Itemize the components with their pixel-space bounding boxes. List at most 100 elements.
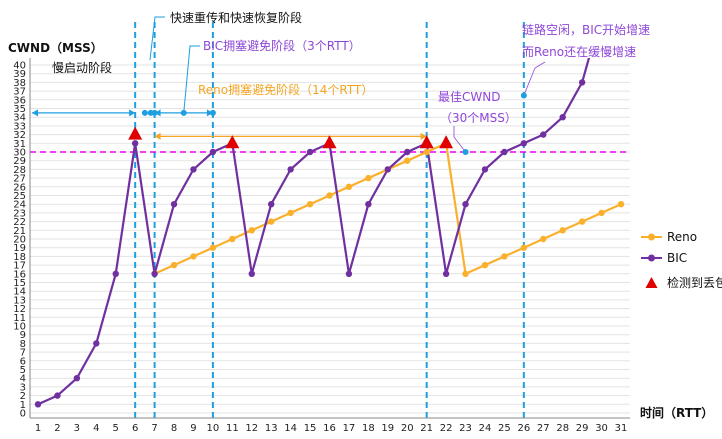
reno-point-8 xyxy=(170,261,178,269)
bic-point-18 xyxy=(365,201,372,208)
legend-reno-label: Reno xyxy=(667,230,697,244)
y-tick-0: 0 xyxy=(20,409,26,420)
bic-point-17 xyxy=(345,270,353,277)
loss-marker-16 xyxy=(322,135,337,149)
x-tick-10: 10 xyxy=(207,423,220,434)
reno-point-17 xyxy=(345,183,353,190)
y-tick-33: 33 xyxy=(13,121,26,132)
loss-marker-11 xyxy=(225,135,240,149)
bic-line xyxy=(37,58,591,406)
annotation-best-cwnd: 最佳CWND xyxy=(438,90,500,104)
y-tick-30: 30 xyxy=(13,148,26,159)
x-tick-9: 9 xyxy=(190,423,196,434)
annotation-fast-retransmit: 快速重传和快速恢复阶段 xyxy=(170,10,302,25)
loss-marker-22 xyxy=(439,135,454,149)
annotation-reno-avoid: Reno拥塞避免阶段（14个RTT） xyxy=(198,82,373,97)
legend-loss-marker xyxy=(645,277,658,288)
reno-point-25 xyxy=(501,253,508,260)
x-tick-13: 13 xyxy=(265,423,278,434)
bic-point-15 xyxy=(306,148,314,156)
y-tick-32: 32 xyxy=(13,130,26,141)
best-cwnd-leader xyxy=(453,126,466,153)
y-tick-36: 36 xyxy=(13,95,26,106)
y-tick-18: 18 xyxy=(13,252,26,263)
phase-marker-3 xyxy=(180,109,187,116)
reno-point-12 xyxy=(248,227,255,234)
bic-point-25 xyxy=(501,148,508,156)
y-tick-26: 26 xyxy=(13,182,26,193)
y-tick-12: 12 xyxy=(13,304,26,315)
annotation-best-cwnd-value: （30个MSS） xyxy=(440,111,517,125)
x-axis-title: 时间（RTT） xyxy=(640,405,713,420)
bic-point-9 xyxy=(190,166,197,173)
phase-marker-2 xyxy=(151,109,158,116)
y-tick-17: 17 xyxy=(13,261,26,272)
reno-avoid-arrow-head-right xyxy=(420,132,427,140)
x-tick-18: 18 xyxy=(362,423,375,434)
y-tick-19: 19 xyxy=(13,243,26,254)
reno-point-11 xyxy=(229,235,236,243)
y-tick-38: 38 xyxy=(13,78,26,89)
x-tick-23: 23 xyxy=(459,423,472,434)
x-tick-28: 28 xyxy=(556,423,569,434)
markers-group xyxy=(34,79,625,408)
bic-point-6 xyxy=(131,140,139,147)
slow-start-arrow-head-left xyxy=(32,109,38,117)
bic-point-2 xyxy=(54,392,61,399)
y-tick-4: 4 xyxy=(20,374,26,385)
phase-marker-6 xyxy=(520,92,527,99)
y-tick-23: 23 xyxy=(13,208,26,219)
y-tick-14: 14 xyxy=(13,287,26,298)
y-tick-15: 15 xyxy=(13,278,26,289)
x-tick-4: 4 xyxy=(93,423,99,434)
x-tick-21: 21 xyxy=(420,423,433,434)
bic-point-13 xyxy=(268,201,275,208)
y-tick-16: 16 xyxy=(13,269,26,280)
slow-start-arrow-head-right xyxy=(129,109,136,117)
x-tick-8: 8 xyxy=(171,423,177,434)
y-tick-40: 40 xyxy=(13,61,26,72)
x-tick-16: 16 xyxy=(323,423,336,434)
x-tick-22: 22 xyxy=(440,423,453,434)
x-tick-30: 30 xyxy=(595,423,608,434)
bic-point-29 xyxy=(578,79,586,86)
reno-point-21 xyxy=(423,148,430,156)
reno-point-27 xyxy=(540,235,547,243)
y-tick-11: 11 xyxy=(13,313,26,324)
idle-leader xyxy=(523,61,546,96)
x-tick-12: 12 xyxy=(245,423,258,434)
bic-point-3 xyxy=(73,375,81,382)
x-tick-27: 27 xyxy=(537,423,550,434)
legend: Reno BIC 检测到丢包 xyxy=(641,230,722,290)
y-tick-21: 21 xyxy=(13,226,26,237)
phase-marker-4 xyxy=(209,109,216,116)
legend-loss-label: 检测到丢包 xyxy=(667,275,722,290)
y-tick-5: 5 xyxy=(20,365,26,376)
annotation-bic-avoid: BIC拥塞避免阶段（3个RTT） xyxy=(203,38,361,53)
y-axis-title: CWND（MSS） xyxy=(8,40,103,55)
reno-point-24 xyxy=(481,261,489,269)
y-tick-22: 22 xyxy=(13,217,26,228)
y-tick-31: 31 xyxy=(13,139,26,150)
y-tick-24: 24 xyxy=(13,200,26,211)
bic-point-19 xyxy=(384,166,391,173)
y-tick-8: 8 xyxy=(20,339,26,350)
reno-point-16 xyxy=(326,192,333,199)
x-tick-19: 19 xyxy=(381,423,394,434)
y-tick-25: 25 xyxy=(13,191,26,202)
x-tick-5: 5 xyxy=(113,423,119,434)
reno-point-13 xyxy=(268,218,275,225)
bic-point-23 xyxy=(462,201,469,208)
bic-point-28 xyxy=(559,114,566,121)
y-tick-7: 7 xyxy=(20,348,26,359)
annotation-slow-start: 慢启动阶段 xyxy=(52,60,112,75)
x-tick-6: 6 xyxy=(132,423,138,434)
y-tick-9: 9 xyxy=(20,330,26,341)
tick-labels: 1 2 3 4 5 6 7 8 9 10 11 12 13 14 15 16 17 18 19 20 21 22 23 24 2… xyxy=(13,61,627,435)
fast-retransmit-leader xyxy=(149,16,165,61)
y-tick-37: 37 xyxy=(13,87,26,98)
bic-avoid-leader xyxy=(183,45,200,113)
x-tick-15: 15 xyxy=(304,423,317,434)
reno-point-31 xyxy=(617,201,625,208)
